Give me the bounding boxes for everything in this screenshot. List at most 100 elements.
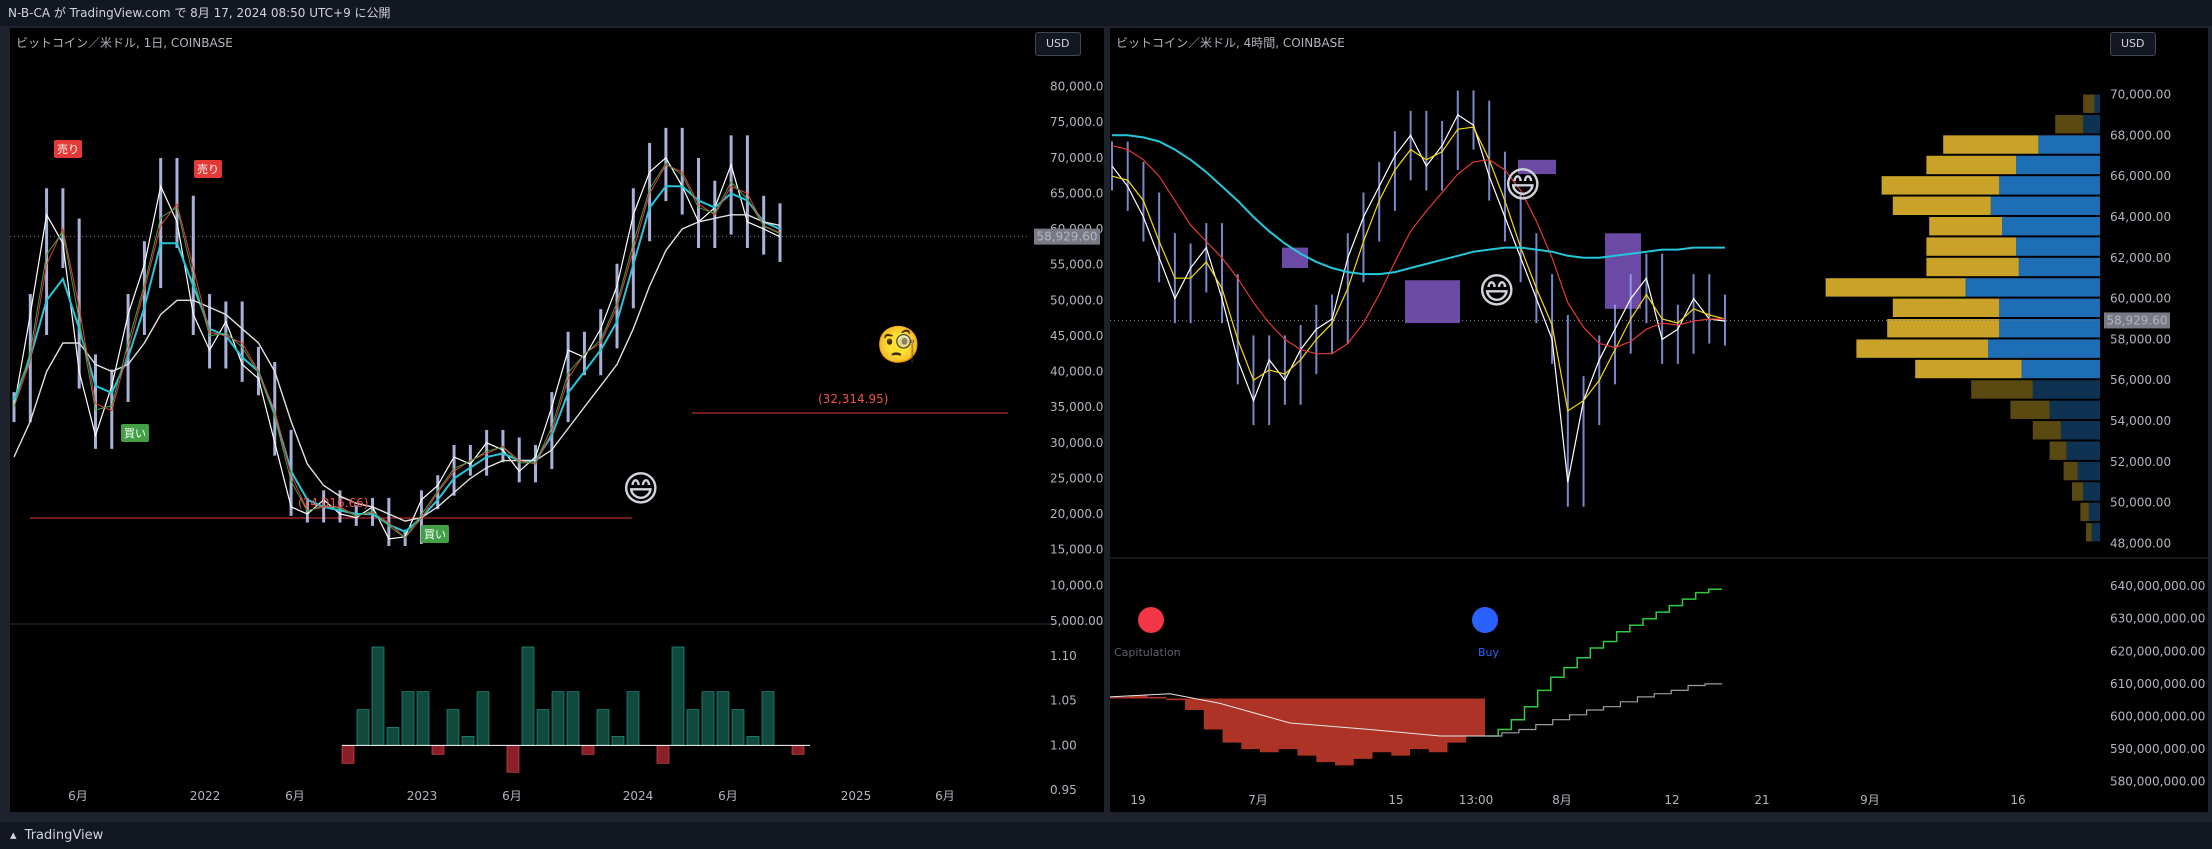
volume-profile-blue xyxy=(2066,441,2100,460)
osc-bar xyxy=(356,709,370,746)
osc-bar xyxy=(386,727,400,746)
volume-profile-blue xyxy=(2016,155,2100,175)
x-tick-label: 2024 xyxy=(623,789,654,803)
x-tick-label: 6月 xyxy=(718,789,738,803)
grin-emoji-1: 😄 xyxy=(1504,165,1542,206)
fvg-box xyxy=(1282,247,1308,268)
volume-profile-gold xyxy=(1943,135,2039,154)
x-tick-label: 2025 xyxy=(841,789,872,803)
osc-bar xyxy=(761,691,775,746)
volume-profile-blue xyxy=(2002,216,2100,236)
last-price-value: 58,929.60 xyxy=(2106,313,2167,327)
volume-profile-gold xyxy=(1929,216,2002,236)
volume-profile-gold xyxy=(1856,339,1988,358)
osc-bar xyxy=(476,691,490,746)
volume-profile-gold xyxy=(1887,319,2000,338)
equity-y-tick-label: 620,000,000.00 xyxy=(2110,644,2205,658)
volume-profile-blue xyxy=(2021,359,2100,379)
y-tick-label: 68,000.00 xyxy=(2110,128,2171,142)
y-tick-label: 80,000.00 xyxy=(1050,80,1104,94)
y-tick-label: 48,000.00 xyxy=(2110,537,2171,551)
right-currency-button[interactable]: USD xyxy=(2110,32,2156,56)
volume-profile-gold xyxy=(2063,461,2078,481)
osc-bar xyxy=(401,691,415,746)
monocle-emoji: 🧐 xyxy=(876,325,921,366)
osc-y-tick-label: 0.95 xyxy=(1050,783,1077,797)
buy-marker xyxy=(1472,607,1498,633)
volume-profile-gold xyxy=(1892,196,1991,215)
y-tick-label: 70,000.00 xyxy=(1050,151,1104,165)
volume-profile-blue xyxy=(2060,421,2100,440)
volume-profile-blue xyxy=(1999,298,2100,318)
osc-bar xyxy=(686,709,700,746)
osc-bar xyxy=(716,691,730,746)
osc-bar xyxy=(341,745,355,764)
x-tick-label: 9月 xyxy=(1860,793,1880,807)
volume-profile-blue xyxy=(1965,278,2100,297)
volume-profile-blue xyxy=(2038,135,2100,154)
osc-bar xyxy=(431,745,445,755)
volume-profile-gold xyxy=(2049,441,2067,460)
volume-profile-blue xyxy=(2016,237,2100,256)
y-tick-label: 55,000.00 xyxy=(1050,258,1104,272)
equity-y-tick-label: 590,000,000.00 xyxy=(2110,742,2205,756)
last-price-badge xyxy=(2104,312,2170,329)
y-tick-label: 5,000.00 xyxy=(1050,614,1103,628)
x-tick-label: 7月 xyxy=(1248,793,1268,807)
volume-profile-gold xyxy=(1892,298,2000,318)
fvg-box xyxy=(1518,159,1556,175)
moving-average-ma-cyan xyxy=(13,185,781,533)
left-currency-button[interactable]: USD xyxy=(1035,32,1081,56)
volume-profile-blue xyxy=(1988,339,2100,358)
left-chart-pane[interactable]: ビットコイン／米ドル, 1日, COINBASE USD 5,000.00 10,… xyxy=(10,28,1104,812)
x-tick-label: 16 xyxy=(2010,793,2025,807)
x-tick-label: 2023 xyxy=(407,789,438,803)
volume-profile-blue xyxy=(1990,196,2100,215)
left-chart-svg[interactable]: 5,000.00 10,000.00 15,000.00 20,000.00 25,00… xyxy=(10,28,1104,812)
x-tick-label: 2022 xyxy=(190,789,221,803)
sell-signal-2: 売り xyxy=(194,160,222,178)
right-chart-pane[interactable]: ビットコイン／米ドル, 4時間, COINBASE USD 48,000.00 5… xyxy=(1110,28,2208,812)
y-tick-label: 54,000.00 xyxy=(2110,414,2171,428)
volume-profile-blue xyxy=(2088,502,2100,522)
osc-bar xyxy=(611,736,625,746)
grin-emoji: 😄 xyxy=(622,469,660,510)
buy-signal-2: 買い xyxy=(421,525,449,543)
right-chart-svg[interactable]: 48,000.00 50,000.00 52,000.00 54,000.00 56,0… xyxy=(1110,28,2208,812)
grin-emoji-2: 😄 xyxy=(1478,271,1516,312)
y-tick-label: 75,000.00 xyxy=(1050,115,1104,129)
y-tick-label: 30,000.00 xyxy=(1050,436,1104,450)
osc-bar xyxy=(446,709,460,746)
volume-profile-gold xyxy=(2083,94,2095,113)
volume-profile-gold xyxy=(1881,176,2000,195)
osc-bar xyxy=(551,691,565,746)
x-tick-label: 6月 xyxy=(68,789,88,803)
osc-bar xyxy=(671,646,685,746)
x-tick-label: 6月 xyxy=(935,789,955,803)
x-tick-label: 21 xyxy=(1754,793,1769,807)
y-tick-label: 15,000.00 xyxy=(1050,543,1104,557)
osc-y-tick-label: 1.05 xyxy=(1050,694,1077,708)
y-tick-label: 64,000.00 xyxy=(2110,210,2171,224)
equity-y-tick-label: 640,000,000.00 xyxy=(2110,579,2205,593)
buy-signal-1: 買い xyxy=(121,424,149,442)
tradingview-logo-icon: ▴ xyxy=(10,828,17,843)
price-close-line xyxy=(13,156,781,540)
left-symbol-title: ビットコイン／米ドル, 1日, COINBASE xyxy=(16,36,233,50)
equity-green-line xyxy=(1485,588,1722,737)
y-tick-label: 62,000.00 xyxy=(2110,251,2171,265)
osc-bar xyxy=(506,745,520,773)
volume-profile-gold xyxy=(2055,114,2084,134)
y-tick-label: 65,000.00 xyxy=(1050,186,1104,200)
y-tick-label: 50,000.00 xyxy=(2110,496,2171,510)
price-close-line xyxy=(1111,114,1726,483)
osc-bar xyxy=(461,736,475,746)
x-tick-label: 12 xyxy=(1664,793,1679,807)
capitulation-marker xyxy=(1138,607,1164,633)
volume-profile-blue xyxy=(2083,114,2100,134)
volume-profile-gold xyxy=(1915,359,2022,379)
osc-bar xyxy=(566,691,580,746)
volume-profile-gold xyxy=(2032,421,2061,440)
buy-label: Buy xyxy=(1478,646,1500,659)
moving-average-red xyxy=(13,164,781,539)
